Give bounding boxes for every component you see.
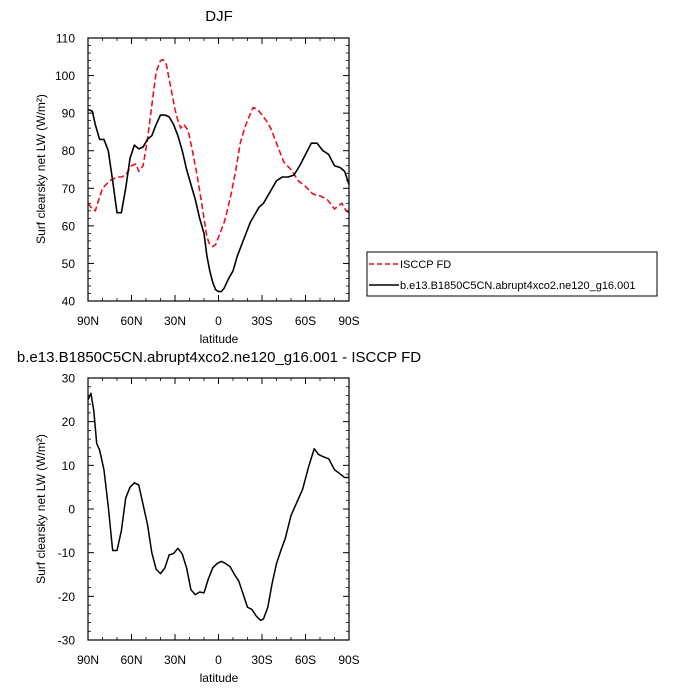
top-y-tick-label: 40 (62, 295, 76, 309)
bottom-panel: b.e13.B1850C5CN.abrupt4xco2.ne120_g16.00… (17, 349, 421, 685)
top-x-tick-label: 90S (338, 314, 359, 328)
top-y-tick-label: 60 (62, 219, 76, 233)
bot-x-tick-label: 60N (120, 653, 142, 667)
bottom-chart-title: b.e13.B1850C5CN.abrupt4xco2.ne120_g16.00… (17, 349, 421, 366)
bot-y-tick-label: 30 (62, 372, 76, 386)
bottom-plot-frame (87, 377, 350, 641)
top-y-tick-label: 70 (62, 182, 76, 196)
top-x-tick-label: 0 (215, 314, 222, 328)
bottom-x-axis-label: latitude (200, 671, 239, 685)
bot-y-tick-label: -10 (58, 546, 76, 560)
top-x-tick-label: 60N (120, 314, 142, 328)
top-series-line-1 (87, 108, 350, 293)
top-x-tick-label: 90N (77, 314, 99, 328)
top-y-axis-label: Surf clearsky net LW (W/m²) (34, 94, 48, 244)
top-chart-title: DJF (205, 8, 233, 25)
bot-x-tick-label: 0 (215, 653, 222, 667)
bottom-series-lines (87, 392, 349, 622)
legend-label-model: b.e13.B1850C5CN.abrupt4xco2.ne120_g16.00… (400, 280, 635, 292)
top-plot-frame (87, 37, 350, 302)
top-x-tick-labels: 90N 60N 30N 0 30S 60S 90S (77, 314, 360, 328)
bot-y-tick-label: -20 (58, 590, 76, 604)
top-y-tick-label: 100 (55, 69, 75, 83)
top-y-tick-label: 110 (56, 32, 75, 46)
bot-series-line-0 (87, 392, 349, 622)
top-x-tick-label: 30N (164, 314, 186, 328)
bot-x-tick-label: 30S (251, 653, 272, 667)
bottom-x-tick-labels: 90N 60N 30N 0 30S 60S 90S (77, 653, 360, 667)
bottom-y-tick-labels: -30 -20 -10 0 10 20 30 (58, 372, 76, 648)
bottom-axis-ticks (87, 377, 350, 641)
top-y-tick-label: 80 (62, 144, 76, 158)
top-series-line-0 (87, 58, 350, 248)
bottom-y-axis-label: Surf clearsky net LW (W/m²) (34, 434, 48, 584)
bot-y-tick-label: 20 (62, 415, 76, 429)
top-y-tick-labels: 40 50 60 70 80 90 100 110 (55, 32, 75, 309)
top-axis-ticks (87, 37, 350, 302)
legend-label-isccp: ISCCP FD (400, 259, 451, 271)
top-series-lines (87, 58, 350, 293)
bot-x-tick-label: 90S (338, 653, 359, 667)
bot-x-tick-label: 90N (77, 653, 99, 667)
top-y-tick-label: 50 (62, 257, 76, 271)
legend-box (366, 251, 658, 297)
legend: ISCCP FD b.e13.B1850C5CN.abrupt4xco2.ne1… (366, 251, 658, 297)
top-x-tick-label: 60S (295, 314, 316, 328)
bot-y-tick-label: 0 (68, 503, 75, 517)
top-x-axis-label: latitude (200, 332, 239, 346)
bot-y-tick-label: 10 (62, 459, 76, 473)
bot-x-tick-label: 60S (295, 653, 316, 667)
bot-x-tick-label: 30N (164, 653, 186, 667)
top-y-tick-label: 90 (62, 107, 76, 121)
top-x-tick-label: 30S (251, 314, 272, 328)
bot-y-tick-label: -30 (58, 634, 76, 648)
